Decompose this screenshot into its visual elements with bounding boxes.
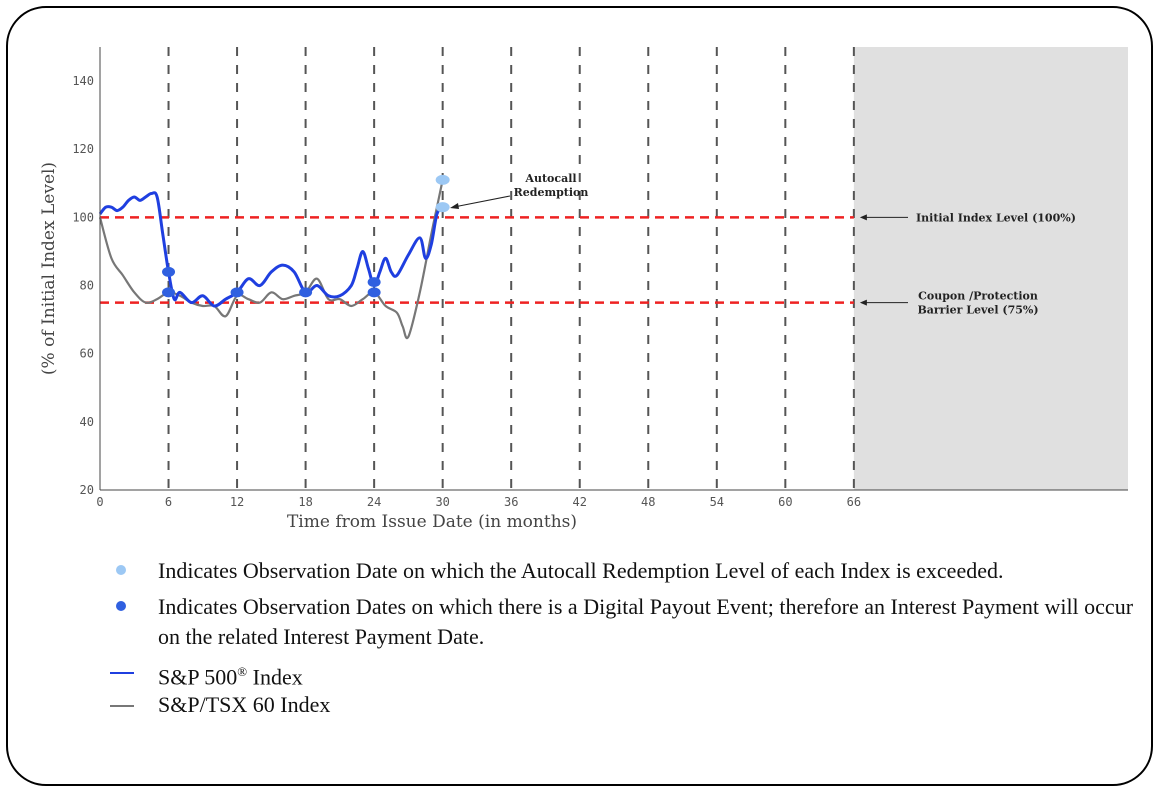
autocall-point [435,202,450,213]
y-tick-label: 140 [72,74,94,88]
legend-tsx: S&P/TSX 60 Index [110,691,1140,719]
legend-autocall-text: Indicates Observation Date on which the … [158,558,1004,583]
shaded-region [853,47,1128,490]
x-tick-label: 30 [435,495,449,509]
x-tick-label: 54 [710,495,724,509]
legend-autocall: Indicates Observation Date on which the … [110,556,1140,586]
digital-payout-point [367,287,381,298]
y-axis-title: (% of Initial Index Level) [39,162,59,375]
reference-line-label: Initial Index Level (100%) [916,211,1076,224]
x-tick-label: 12 [230,495,244,509]
legend-sp500-suffix: Index [247,664,303,690]
legend-digital-payout: Indicates Observation Dates on which the… [110,592,1140,652]
autocall-arrow [453,195,511,208]
legend-tsx-text: S&P/TSX 60 Index [158,692,331,718]
x-tick-label: 24 [367,495,381,509]
x-tick-label: 66 [847,495,861,509]
reference-line-label: Coupon /Protection [918,290,1038,303]
reference-line-label: Barrier Level (75%) [917,304,1038,317]
legend-sp500: S&P 500® Index [110,658,1140,691]
registered-mark: ® [237,664,248,679]
x-axis-title: Time from Issue Date (in months) [287,512,577,532]
x-tick-label: 60 [778,495,792,509]
x-tick-label: 6 [165,495,172,509]
x-tick-label: 0 [96,495,103,509]
autocall-dot-icon [116,565,126,575]
sp500-line-icon [110,672,134,674]
digital-payout-point [162,266,176,277]
reference-arrowhead [859,214,867,221]
y-tick-label: 20 [80,483,94,497]
y-tick-label: 40 [80,415,94,429]
x-tick-label: 36 [504,495,518,509]
y-tick-label: 80 [80,279,94,293]
x-tick-label: 42 [573,495,587,509]
digital-payout-point [230,287,244,298]
y-tick-label: 60 [80,347,94,361]
legend-sp500-text: S&P 500 [158,664,238,690]
y-tick-label: 100 [72,210,94,224]
legend-digital-payout-text: Indicates Observation Dates on which the… [158,594,1134,649]
reference-arrowhead [859,299,867,306]
digital-payout-dot-icon [116,601,126,611]
x-tick-label: 48 [641,495,655,509]
y-tick-label: 120 [72,142,94,156]
sp500-series-line [98,191,444,308]
autocall-arrowhead [450,203,459,209]
tsx-line-icon [110,705,134,708]
autocall-annotation-label: Autocall [524,172,576,185]
digital-payout-point [162,287,176,298]
x-tick-label: 18 [298,495,312,509]
digital-payout-point [367,277,381,288]
chart-svg: 0 6 12 18 24 30 36 42 48 54 60 6620406080100120140 … [39,47,1128,532]
autocall-annotation-label: Redemption [514,186,589,199]
tsx-series-line [98,179,444,340]
digital-payout-point [299,287,313,298]
legend: Indicates Observation Date on which the … [110,556,1140,719]
autocall-point [435,174,450,185]
